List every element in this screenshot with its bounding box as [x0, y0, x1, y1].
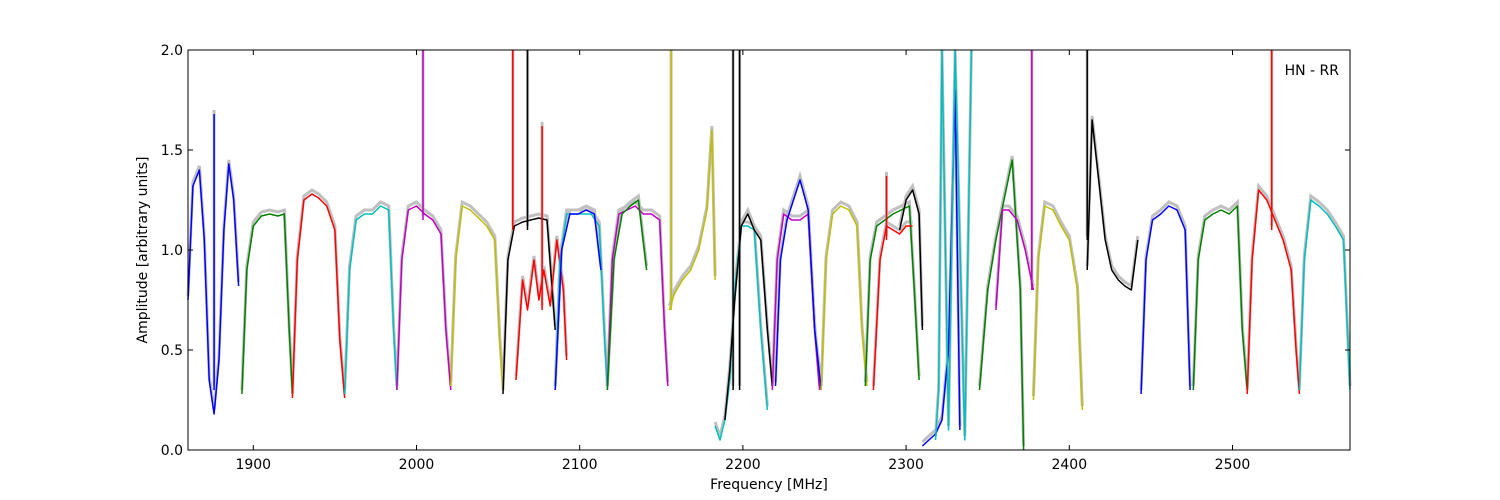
- series-line-13: [714, 225, 769, 441]
- background-trace-13: [713, 220, 769, 442]
- series-line-19: [872, 225, 913, 391]
- series-line-6: [502, 217, 556, 395]
- x-tick-label: 2200: [725, 457, 761, 473]
- annotation-label: HN - RR: [1285, 63, 1340, 79]
- series-line-23: [978, 159, 1025, 451]
- x-tick-label: 2100: [562, 457, 598, 473]
- background-trace-28: [1191, 198, 1249, 387]
- plot-frame: [187, 49, 1351, 451]
- background-trace-30: [1297, 193, 1352, 387]
- series-line-22: [934, 49, 973, 441]
- series-line-24: [995, 209, 1035, 311]
- background-trace-19: [871, 219, 913, 387]
- series-line-28: [1192, 205, 1248, 391]
- series-line-26: [1086, 119, 1139, 291]
- y-tick-label: 2.0: [161, 43, 183, 59]
- x-tick-label: 2000: [399, 457, 435, 473]
- background-noise-layer: [186, 49, 1352, 447]
- series-line-10: [606, 205, 669, 387]
- background-trace-2: [290, 188, 347, 395]
- series-line-14: [724, 213, 774, 421]
- series-line-11: [606, 199, 648, 391]
- series-line-27: [1140, 205, 1191, 395]
- series-line-17: [820, 205, 868, 391]
- y-tick-label: 0.5: [161, 343, 183, 359]
- series-line-20: [898, 189, 924, 331]
- series-line-16: [774, 179, 822, 391]
- series-line-25: [1032, 205, 1084, 411]
- background-trace-27: [1139, 200, 1192, 391]
- series-line-4: [396, 205, 452, 391]
- series-line-12: [668, 129, 716, 311]
- x-tick-label: 2500: [1215, 457, 1251, 473]
- series-line-18: [864, 205, 920, 387]
- series-line-2: [291, 193, 346, 399]
- series-line-0: [187, 163, 240, 415]
- series-line-1: [241, 213, 294, 395]
- y-tick-label: 1.0: [161, 243, 183, 259]
- x-axis-title: Frequency [MHz]: [710, 477, 828, 493]
- series-line-3: [343, 205, 398, 395]
- ticks-layer: 1900 2000 2100 2200 2300 2400 2500 0.0 0.5 1.0 1.5…: [161, 43, 1350, 473]
- series-line-9: [554, 209, 602, 391]
- y-tick-label: 0.0: [161, 443, 183, 459]
- background-trace-12: [667, 125, 717, 307]
- background-trace-4: [395, 200, 453, 387]
- x-tick-label: 2300: [888, 457, 924, 473]
- y-axis-title: Amplitude [arbitrary units]: [135, 157, 151, 344]
- y-tick-label: 1.5: [161, 143, 183, 159]
- background-trace-16: [774, 170, 823, 387]
- series-layer: [187, 49, 1351, 451]
- series-line-5: [450, 205, 504, 391]
- series-line-29: [1246, 189, 1301, 395]
- x-tick-label: 1900: [235, 457, 271, 473]
- series-line-30: [1298, 199, 1351, 391]
- background-trace-25: [1031, 199, 1084, 407]
- x-tick-label: 2400: [1051, 457, 1087, 473]
